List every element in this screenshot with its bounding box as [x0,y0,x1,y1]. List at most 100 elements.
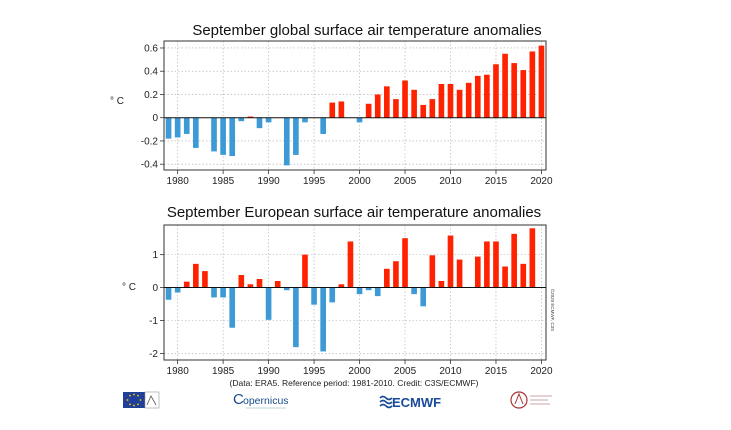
europe-bar-1982 [193,263,199,288]
global-bar-2015 [493,64,499,118]
europe-bar-2010 [447,235,454,288]
europe-x-tick-label: 2020 [530,366,553,377]
europe-y-tick-label: 0 [152,283,158,294]
global-y-tick-label: -0.4 [141,160,159,171]
global-bar-2008 [429,99,436,118]
global-bar-1984 [211,117,217,152]
global-chart-frame [163,40,547,171]
global-bar-2005 [402,80,408,118]
europe-bar-1979 [165,287,172,300]
europe-x-tick-label: 1980 [167,366,190,377]
europe-bar-1999 [347,241,354,288]
global-bar-2000 [356,117,363,123]
europe-y-tick-label: -1 [149,316,158,327]
europe-bar-1988 [247,284,254,288]
global-x-tick-label: 2020 [530,176,553,187]
global-y-tick-label: 0 [152,113,158,124]
europe-bar-2017 [511,233,517,288]
ecmwf-icon [379,395,393,409]
global-bar-1994 [302,117,308,123]
europe-bar-2004 [393,261,399,288]
global-bar-2002 [374,94,381,118]
europe-bar-2011 [456,259,463,288]
global-bar-2018 [520,70,527,118]
global-bar-1982 [193,117,199,148]
global-bar-2006 [411,89,417,118]
credit-text: (Data: ERA5. Reference period: 1981-2010… [230,378,479,388]
europe-y-tick-label: 1 [152,250,158,261]
global-bar-1990 [265,117,272,123]
europe-bar-1984 [211,287,217,298]
europe-x-tick-label: 1985 [212,366,235,377]
global-bar-2007 [420,104,427,118]
global-x-tick-label: 2005 [394,176,417,187]
global-y-tick-label: 0.2 [144,90,158,101]
global-bar-2004 [393,99,399,118]
global-bar-1992 [283,117,290,166]
europe-bar-1990 [265,287,272,320]
europe-bar-2013 [474,256,481,288]
europe-x-tick-label: 1990 [257,366,280,377]
europe-bar-2009 [438,280,445,288]
global-bar-1987 [238,117,245,122]
europe-bar-2018 [520,263,527,288]
global-bar-2016 [502,53,508,118]
global-chart-ylabel: ° C [110,96,124,107]
europe-bar-1983 [202,271,208,288]
global-bar-1993 [293,117,299,155]
europe-chart-ylabel: ° C [122,282,136,293]
global-y-tick-label: 0.6 [144,43,158,54]
europe-bar-2008 [429,255,436,288]
global-bar-1986 [229,117,236,157]
europe-bar-1987 [238,275,245,288]
eu-flag-icon [123,391,160,409]
climate-change-service-icon [510,391,552,409]
europe-bar-1995 [311,287,317,305]
global-chart: September global surface air temperature… [110,22,553,187]
europe-bar-1996 [320,287,326,352]
europe-bar-2000 [356,287,363,295]
global-bar-1979 [165,117,172,139]
europe-bar-1991 [274,280,281,288]
global-bar-1988 [247,116,254,118]
global-bar-1985 [220,117,226,155]
global-bar-2009 [438,84,445,118]
europe-bar-2005 [402,238,408,288]
global-bar-2014 [484,74,490,118]
europe-bar-1997 [329,287,336,303]
global-bar-2001 [365,103,372,118]
europe-x-tick-label: 2000 [348,366,371,377]
europe-bar-1989 [256,279,263,288]
europe-bar-1980 [174,287,181,293]
europe-bar-1998 [338,284,345,288]
europe-bar-2003 [384,268,390,288]
global-x-tick-label: 2010 [439,176,462,187]
global-y-tick-label: 0.4 [144,67,158,78]
copernicus-logo-initial: C [233,391,244,408]
europe-bar-2001 [365,287,372,291]
europe-bar-1986 [229,287,236,328]
europe-bar-2016 [502,266,508,288]
europe-bar-2007 [420,287,427,307]
europe-x-tick-label: 2015 [485,366,508,377]
global-y-tick-label: -0.2 [141,136,159,147]
copernicus-logo-text: opernicus [243,395,289,407]
europe-bar-2006 [411,287,417,295]
ecmwf-logo-text: ECMWF [392,395,441,410]
europe-x-tick-label: 2010 [439,366,462,377]
europe-bar-2015 [493,241,499,288]
global-x-tick-label: 1980 [167,176,190,187]
europe-bar-1994 [302,254,308,288]
europe-bar-1993 [293,287,299,348]
global-bar-2017 [511,63,517,118]
global-bar-1998 [338,101,345,118]
global-x-tick-label: 2000 [348,176,371,187]
copyright-side-text: ©2020 ECMWF, C3S [550,289,556,331]
europe-chart-title: September European surface air temperatu… [167,204,541,221]
global-bar-2013 [474,75,481,118]
copernicus-logo: C opernicus [233,391,289,409]
europe-chart-frame [163,224,547,361]
europe-bar-1981 [183,281,190,288]
global-bar-2010 [447,84,454,118]
